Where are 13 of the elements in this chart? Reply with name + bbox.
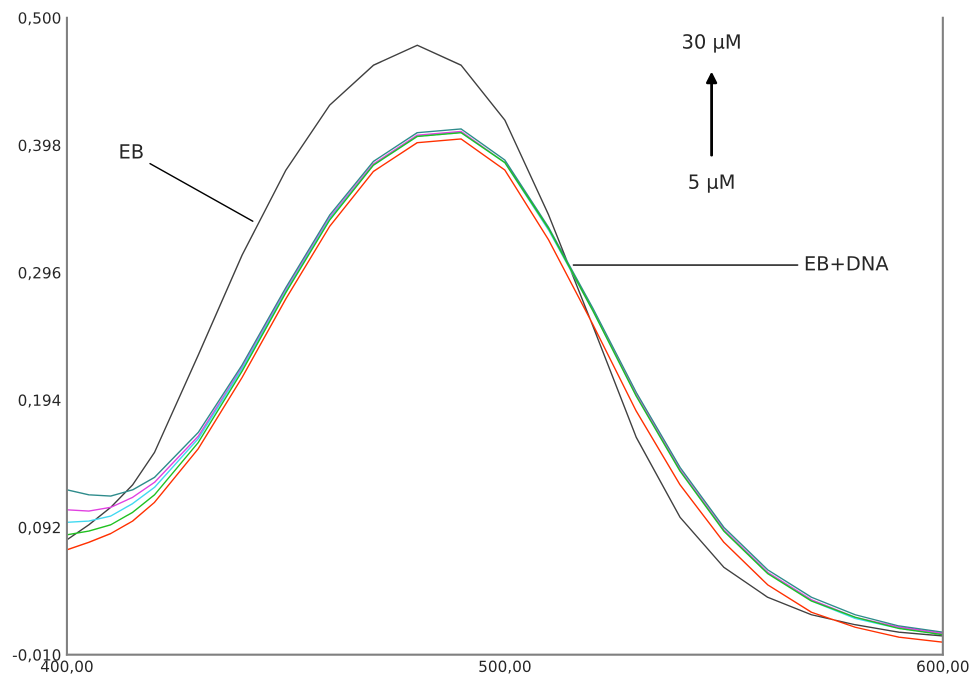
y-tick-label: 0,194 xyxy=(18,394,61,408)
annotation: EB+DNA xyxy=(806,256,888,270)
x-tick-label: 400,00 xyxy=(40,660,93,674)
y-tick-label: 0,296 xyxy=(18,266,60,280)
y-tick-label: -0,010 xyxy=(12,649,60,662)
annotation: 5 μM xyxy=(689,174,734,193)
y-tick-label: 0,500 xyxy=(18,12,60,26)
annotation: EB xyxy=(120,144,143,158)
y-tick-label: 0,092 xyxy=(18,522,60,535)
x-tick-label: 600,00 xyxy=(917,660,969,674)
annotation: 30 μM xyxy=(683,34,740,53)
x-tick-label: 500,00 xyxy=(479,660,531,674)
y-tick-label: 0,398 xyxy=(18,140,60,153)
